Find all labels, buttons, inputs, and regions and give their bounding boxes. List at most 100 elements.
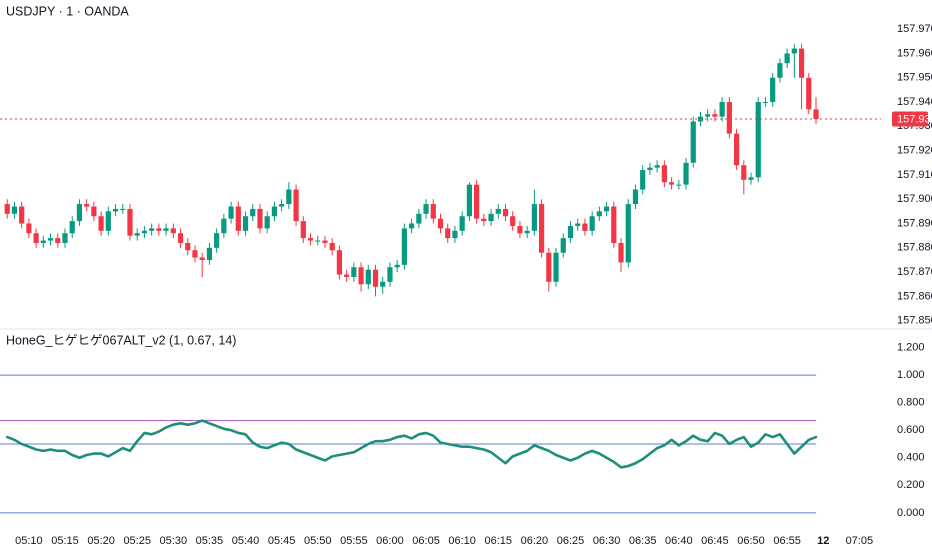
candle-body: [481, 218, 487, 222]
candle-body: [192, 250, 198, 258]
y-tick-label: 157.940: [897, 96, 932, 108]
candle-body: [228, 206, 234, 219]
candle-body: [546, 252, 552, 282]
candle-body: [69, 221, 75, 234]
candle-body: [459, 216, 465, 231]
y-tick-label: 0.000: [897, 507, 925, 519]
candle-body: [618, 242, 624, 263]
candle-body: [84, 204, 90, 207]
candle-body: [149, 228, 155, 231]
candle-body: [242, 216, 249, 231]
candle-body: [690, 121, 696, 163]
candle-body: [676, 184, 682, 186]
y-tick-label: 157.920: [897, 145, 932, 157]
candle-body: [141, 230, 148, 234]
candle-body: [416, 213, 422, 224]
y-tick-label: 157.900: [897, 193, 932, 205]
candle-body: [632, 189, 639, 205]
candle-body: [683, 162, 689, 185]
y-tick-label: 157.910: [897, 169, 932, 181]
y-tick-label: 157.850: [897, 315, 932, 327]
candle-body: [156, 228, 162, 231]
candle-body: [625, 204, 631, 263]
candle-body: [177, 233, 184, 243]
candle-body: [127, 208, 133, 236]
candle-body: [134, 233, 140, 236]
candle-body: [55, 238, 61, 243]
candle-body: [488, 213, 494, 222]
x-tick-label: 05:40: [232, 535, 260, 547]
y-tick-label: 1.200: [897, 341, 925, 353]
y-tick-label: 0.800: [897, 397, 925, 409]
candle-body: [358, 267, 364, 285]
y-tick-label: 157.950: [897, 72, 932, 84]
candle-body: [712, 114, 718, 117]
y-tick-label: 157.890: [897, 217, 932, 229]
candle-body: [777, 63, 783, 78]
y-tick-label: 157.860: [897, 290, 932, 302]
candle-body: [401, 228, 407, 265]
candle-body: [336, 250, 343, 275]
candle-body: [603, 206, 610, 212]
y-tick-label: 157.960: [897, 47, 932, 59]
candle-body: [235, 206, 241, 231]
candle-body: [806, 77, 812, 110]
x-tick-label: 06:30: [593, 535, 621, 547]
x-tick-label: 05:30: [160, 535, 188, 547]
candle-body: [271, 206, 278, 217]
candle-body: [560, 238, 566, 253]
candle-body: [423, 204, 429, 214]
candle-body: [755, 102, 761, 178]
x-tick-label: 05:55: [340, 535, 368, 547]
candle-body: [719, 102, 725, 117]
candle-body: [640, 170, 646, 190]
x-tick-label: 05:35: [196, 535, 224, 547]
candle-body: [286, 189, 292, 205]
candle-body: [445, 228, 451, 239]
x-tick-label: 06:15: [485, 535, 513, 547]
candle-body: [11, 206, 18, 214]
candle-body: [798, 48, 805, 78]
candle-body: [257, 208, 263, 229]
y-tick-label: 0.600: [897, 424, 925, 436]
x-tick-label: 05:50: [304, 535, 332, 547]
candle-body: [726, 102, 732, 134]
candle-body: [575, 223, 581, 226]
candle-body: [531, 204, 537, 231]
candle-body: [264, 216, 270, 229]
candle-body: [387, 267, 393, 282]
candle-body: [430, 204, 436, 219]
x-tick-label: 05:10: [15, 535, 43, 547]
x-tick-label: 06:10: [448, 535, 476, 547]
candle-body: [185, 242, 191, 251]
candles: [4, 43, 819, 297]
last-price-box: [892, 111, 928, 127]
candle-body: [293, 189, 299, 222]
x-tick-label: 05:25: [123, 535, 151, 547]
candle-body: [214, 233, 220, 248]
candle-body: [47, 238, 54, 241]
candle-body: [567, 225, 574, 239]
x-tick-label: 06:35: [629, 535, 657, 547]
x-tick-label: 05:45: [268, 535, 296, 547]
candle-body: [250, 208, 256, 217]
candle-body: [40, 240, 46, 243]
indicator-line: [5, 419, 818, 469]
x-tick-label: 06:25: [557, 535, 585, 547]
candle-body: [91, 206, 97, 217]
x-tick-label: 05:15: [51, 535, 79, 547]
candle-body: [322, 240, 328, 243]
candle-body: [668, 182, 675, 185]
candle-body: [163, 228, 169, 231]
candle-body: [813, 109, 819, 120]
chart-title: USDJPY · 1 · OANDA: [6, 4, 129, 18]
candle-body: [409, 223, 415, 229]
candle-body: [474, 184, 480, 219]
candle-body: [62, 233, 68, 243]
candle-body: [741, 165, 747, 180]
candle-body: [221, 218, 227, 234]
candle-body: [733, 133, 740, 166]
indicator-title: HoneG_ヒゲヒゲ067ALT_v2 (1, 0.67, 14): [6, 333, 236, 347]
